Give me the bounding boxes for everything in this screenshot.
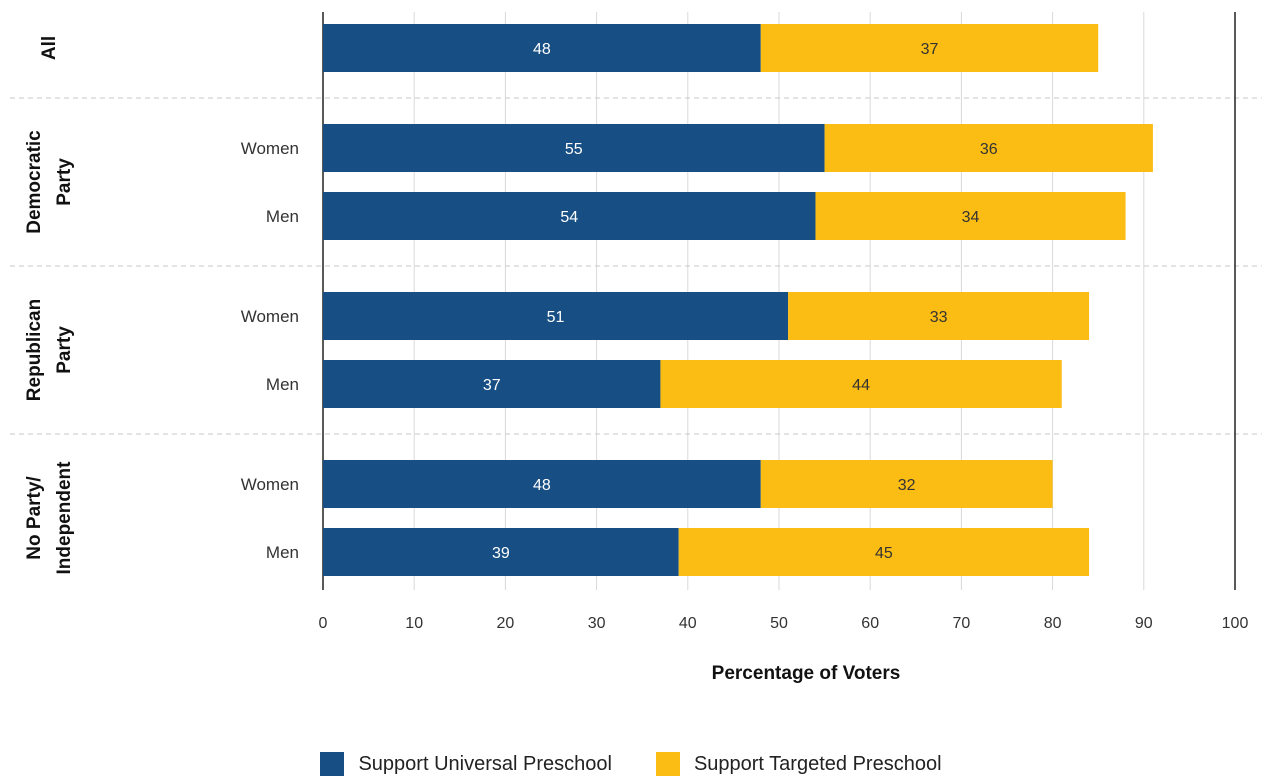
- bar-value-label: 45: [875, 545, 893, 562]
- bar-segment: [788, 292, 1090, 340]
- legend-swatch-targeted: [655, 752, 680, 776]
- bar-segment: [660, 360, 1062, 408]
- group-label: No Party/: [24, 476, 45, 560]
- x-tick-label: 100: [1222, 615, 1249, 632]
- legend-item-universal: Support Universal Preschool: [320, 752, 612, 776]
- bar-segment: [323, 24, 761, 72]
- x-tick-label: 90: [1135, 615, 1153, 632]
- legend-label-targeted: Support Targeted Preschool: [693, 752, 942, 775]
- group-label: Party: [54, 158, 75, 206]
- x-tick-label: 40: [679, 615, 697, 632]
- group-label: Democratic: [24, 130, 45, 234]
- stacked-bar-chart: 48 37 55 36 Women 54 34 Men 51 33 Women 37 44 Men 48 32…: [10, 12, 1262, 684]
- bar-value-label: 51: [547, 309, 565, 326]
- row-label: Men: [266, 207, 299, 226]
- x-tick-label: 30: [588, 615, 606, 632]
- bar-value-label: 54: [560, 209, 578, 226]
- bar-value-label: 55: [565, 141, 583, 158]
- legend-item-targeted: Support Targeted Preschool: [655, 752, 942, 776]
- row-label: Women: [241, 307, 299, 326]
- bar-value-label: 33: [930, 309, 948, 326]
- legend-swatch-universal: [320, 752, 345, 776]
- bar-segment: [323, 528, 679, 576]
- row-label: Men: [266, 375, 299, 394]
- bar-segment: [760, 460, 1053, 508]
- x-axis-title: Percentage of Voters: [712, 663, 901, 684]
- legend-label-universal: Support Universal Preschool: [358, 752, 612, 775]
- row-label: Men: [266, 543, 299, 562]
- bar-value-label: 39: [492, 545, 510, 562]
- bar-value-label: 32: [898, 477, 916, 494]
- bar-value-label: 37: [483, 377, 501, 394]
- row-label: Women: [241, 139, 299, 158]
- x-tick-label: 70: [953, 615, 971, 632]
- bar-segment: [323, 292, 789, 340]
- row-label: Women: [241, 475, 299, 494]
- x-tick-label: 20: [497, 615, 515, 632]
- x-tick-label: 0: [319, 615, 328, 632]
- group-label: Republican: [24, 299, 45, 401]
- bar-value-label: 48: [533, 41, 551, 58]
- bar-value-label: 48: [533, 477, 551, 494]
- legend: Support Universal Preschool Support Targ…: [0, 752, 1262, 776]
- bar-segment: [323, 460, 761, 508]
- x-tick-label: 10: [405, 615, 423, 632]
- bar-value-label: 36: [980, 141, 998, 158]
- bar-segment: [678, 528, 1090, 576]
- bar-value-label: 34: [962, 209, 980, 226]
- bar-value-label: 44: [852, 377, 870, 394]
- group-label: Party: [54, 326, 75, 374]
- group-label: All: [39, 36, 60, 60]
- group-label: Independent: [54, 461, 75, 575]
- bar-segment: [824, 124, 1153, 172]
- bar-segment: [323, 360, 661, 408]
- bar-segment: [760, 24, 1099, 72]
- bar-segment: [323, 124, 825, 172]
- x-tick-label: 50: [770, 615, 788, 632]
- x-tick-label: 80: [1044, 615, 1062, 632]
- bar-segment: [323, 192, 816, 240]
- x-tick-label: 60: [861, 615, 879, 632]
- bar-segment: [815, 192, 1126, 240]
- bar-value-label: 37: [921, 41, 939, 58]
